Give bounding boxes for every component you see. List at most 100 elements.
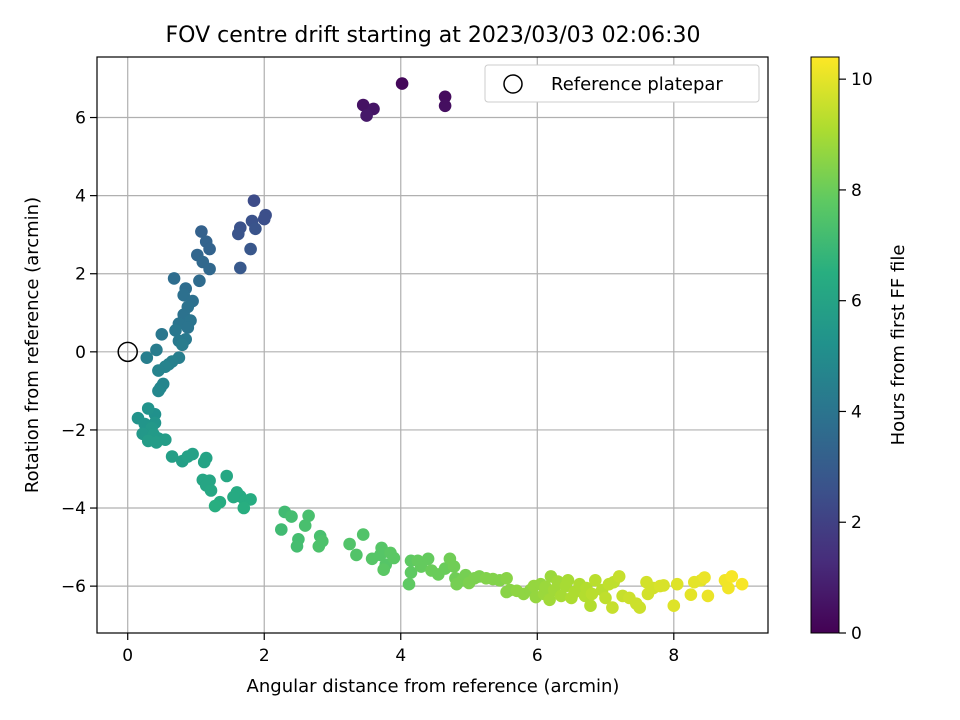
legend-reference-marker — [503, 74, 523, 94]
y-tick-label: −2 — [61, 421, 86, 441]
data-point — [244, 493, 257, 506]
data-point — [257, 212, 271, 226]
data-point — [599, 591, 612, 605]
data-point — [585, 587, 599, 601]
data-point — [350, 548, 363, 562]
data-point — [237, 501, 251, 515]
data-point — [356, 98, 370, 112]
data-point — [543, 593, 556, 607]
y-tick-label: 0 — [75, 343, 86, 363]
y-axis-label: Rotation from reference (arcmin) — [22, 197, 43, 493]
data-point — [165, 450, 179, 463]
data-point — [290, 540, 304, 553]
data-point — [387, 551, 401, 565]
colorbar-tick-label: 0 — [851, 624, 862, 644]
data-point — [670, 577, 684, 591]
x-axis-label: Angular distance from reference (arcmin) — [247, 676, 620, 697]
colorbar-tick-label: 10 — [851, 70, 873, 90]
y-axis: −6 −4 −2 0 2 4 6 — [61, 109, 97, 597]
y-tick-label: −6 — [61, 577, 86, 597]
data-point — [227, 490, 240, 504]
plot-frame — [96, 56, 769, 634]
x-tick-label: 0 — [122, 646, 133, 666]
x-tick-label: 8 — [668, 646, 679, 666]
colorbar-label: Hours from first FF file — [888, 245, 909, 446]
data-point — [612, 570, 626, 583]
data-point — [684, 588, 698, 601]
data-point — [193, 274, 206, 288]
data-point — [176, 338, 189, 352]
data-point — [247, 194, 261, 207]
legend-box — [484, 64, 760, 103]
x-axis: 0 2 4 6 8 — [122, 633, 679, 666]
y-tick-label: 2 — [75, 265, 86, 285]
data-point — [356, 528, 370, 541]
data-point — [722, 581, 735, 595]
data-point — [177, 288, 190, 302]
data-point — [606, 601, 619, 614]
colorbar-tick-label: 8 — [851, 181, 862, 201]
data-point — [220, 469, 233, 483]
data-point — [360, 109, 373, 122]
y-tick-label: 6 — [75, 109, 86, 129]
data-point — [186, 447, 199, 461]
data-point — [203, 262, 216, 276]
colorbar-tick-label: 2 — [851, 513, 862, 533]
colorbar-ticks: 0 2 4 6 8 10 — [839, 70, 873, 644]
legend: Reference platepar — [484, 64, 760, 103]
data-point — [735, 577, 749, 591]
data-point — [155, 328, 169, 341]
data-point — [377, 563, 391, 576]
data-point — [203, 242, 216, 256]
x-tick-label: 2 — [259, 646, 270, 666]
data-point — [275, 523, 288, 536]
data-point — [195, 225, 208, 238]
data-point — [447, 560, 461, 573]
data-point — [167, 272, 181, 285]
data-point — [402, 577, 416, 591]
y-tick-label: 4 — [75, 187, 86, 207]
data-point — [316, 534, 329, 548]
data-point — [395, 77, 409, 90]
data-point — [159, 433, 172, 447]
chart-title: FOV centre drift starting at 2023/03/03 … — [166, 23, 701, 48]
data-point — [234, 261, 247, 275]
data-point — [701, 589, 715, 603]
data-point — [500, 572, 513, 585]
data-point — [244, 242, 257, 256]
data-point — [561, 574, 575, 587]
colorbar-tick-label: 6 — [851, 292, 862, 312]
data-point — [343, 537, 356, 551]
data-point — [633, 601, 646, 614]
data-point — [450, 577, 464, 591]
grid-lines — [97, 57, 768, 633]
data-point — [208, 499, 222, 513]
data-point — [285, 510, 298, 523]
data-point — [438, 90, 452, 104]
data-point — [657, 579, 670, 592]
data-point — [725, 570, 739, 583]
data-point — [698, 571, 711, 584]
data-point — [554, 589, 568, 603]
data-point — [140, 351, 154, 365]
reference-marker-layer — [117, 341, 138, 363]
colorbar: 0 2 4 6 8 10 Hours from first FF file — [810, 56, 909, 644]
x-tick-label: 4 — [395, 646, 406, 666]
data-point — [421, 552, 435, 566]
data-point — [141, 402, 155, 415]
data-point — [152, 364, 165, 377]
data-point — [204, 484, 218, 497]
data-point — [249, 222, 262, 236]
reference-platepar-marker — [117, 341, 138, 363]
data-point — [298, 519, 312, 532]
x-tick-label: 6 — [532, 646, 543, 666]
data-point — [197, 455, 211, 469]
y-tick-label: −4 — [61, 499, 86, 519]
data-points — [131, 77, 749, 614]
data-point — [150, 343, 163, 357]
data-point — [404, 566, 418, 579]
legend-label: Reference platepar — [551, 74, 723, 95]
data-point — [302, 509, 315, 523]
colorbar-tick-label: 4 — [851, 402, 862, 422]
